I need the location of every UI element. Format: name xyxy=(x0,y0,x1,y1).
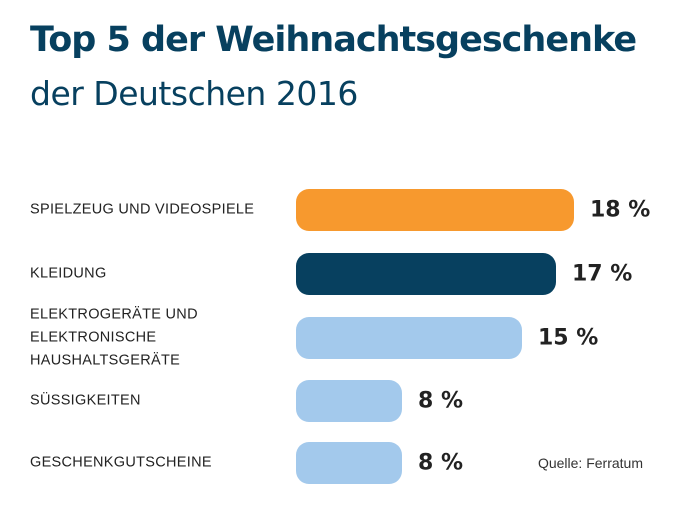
category-label: SPIELZEUG UND VIDEOSPIELE xyxy=(30,201,255,218)
chart-subtitle: der Deutschen 2016 xyxy=(30,74,358,113)
bar xyxy=(296,380,402,422)
value-label: 18 % xyxy=(590,197,651,223)
chart-title: Top 5 der Weihnachtsgeschenke xyxy=(30,20,637,60)
category-label: SÜSSIGKEITEN xyxy=(30,392,141,409)
value-label: 17 % xyxy=(572,261,633,287)
category-label: ELEKTROGERÄTE UND ELEKTRONISCHE HAUSHALT… xyxy=(30,306,198,369)
value-label: 15 % xyxy=(538,325,599,351)
value-label: 8 % xyxy=(418,450,464,476)
value-label: 8 % xyxy=(418,388,464,414)
bar xyxy=(296,253,556,295)
bar xyxy=(296,317,522,359)
category-label: KLEIDUNG xyxy=(30,265,107,282)
bar xyxy=(296,189,574,231)
bar xyxy=(296,442,402,484)
category-label: GESCHENKGUTSCHEINE xyxy=(30,454,212,471)
source-note: Quelle: Ferratum xyxy=(537,455,643,471)
